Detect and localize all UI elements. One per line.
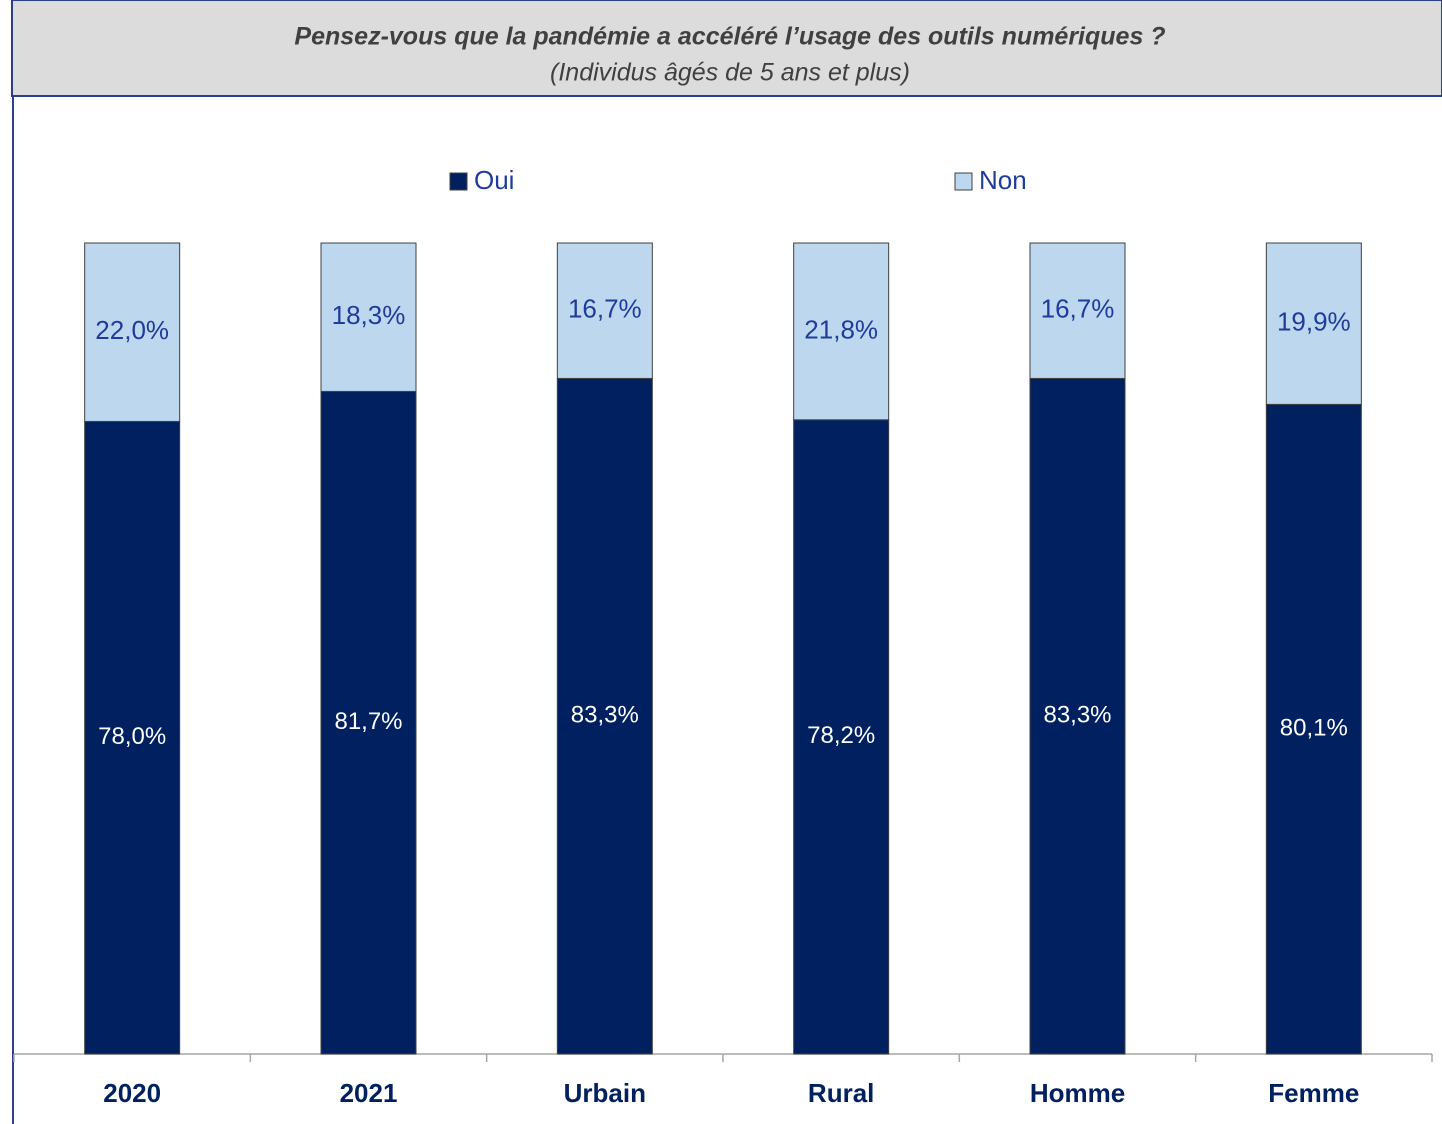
- x-tick-label: 2020: [103, 1078, 161, 1108]
- x-tick-label: Femme: [1268, 1078, 1359, 1108]
- bar-segment: [556, 242, 653, 379]
- bar-segment: [1029, 242, 1126, 379]
- chart-title: Pensez-vous que la pandémie a accéléré l…: [294, 23, 1165, 51]
- x-tick-label: Rural: [808, 1078, 874, 1108]
- data-label: 16,7%: [1041, 294, 1115, 324]
- data-label: 16,7%: [568, 294, 642, 324]
- x-tick-label: Homme: [1030, 1078, 1125, 1108]
- data-label: 19,9%: [1277, 307, 1351, 337]
- x-tick-label: 2021: [340, 1078, 398, 1108]
- legend-swatch: [954, 172, 973, 191]
- data-label: 80,1%: [1280, 715, 1348, 742]
- x-tick-label: Urbain: [564, 1078, 646, 1108]
- bar-segment: [793, 419, 890, 1055]
- bar-segment: [320, 242, 417, 392]
- bar-segment: [320, 390, 417, 1055]
- legend-label: Non: [979, 165, 1027, 195]
- title-box: [11, 0, 1442, 97]
- bar-segment: [84, 420, 181, 1055]
- data-label: 78,2%: [807, 722, 875, 749]
- data-label: 78,0%: [98, 723, 166, 750]
- data-label: 81,7%: [334, 708, 402, 735]
- legend-swatch: [449, 172, 468, 191]
- bar-segment: [793, 242, 890, 421]
- chart-subtitle: (Individus âgés de 5 ans et plus): [550, 59, 910, 87]
- data-label: 22,0%: [95, 315, 169, 345]
- bar-segment: [84, 242, 181, 422]
- bar-segment: [1265, 403, 1362, 1055]
- bar-segment: [1265, 242, 1362, 405]
- legend-label: Oui: [474, 165, 514, 195]
- data-label: 83,3%: [1043, 702, 1111, 729]
- data-label: 83,3%: [571, 702, 639, 729]
- data-label: 21,8%: [804, 314, 878, 344]
- bar-segment: [1029, 377, 1126, 1055]
- bar-segment: [556, 377, 653, 1055]
- data-label: 18,3%: [332, 300, 406, 330]
